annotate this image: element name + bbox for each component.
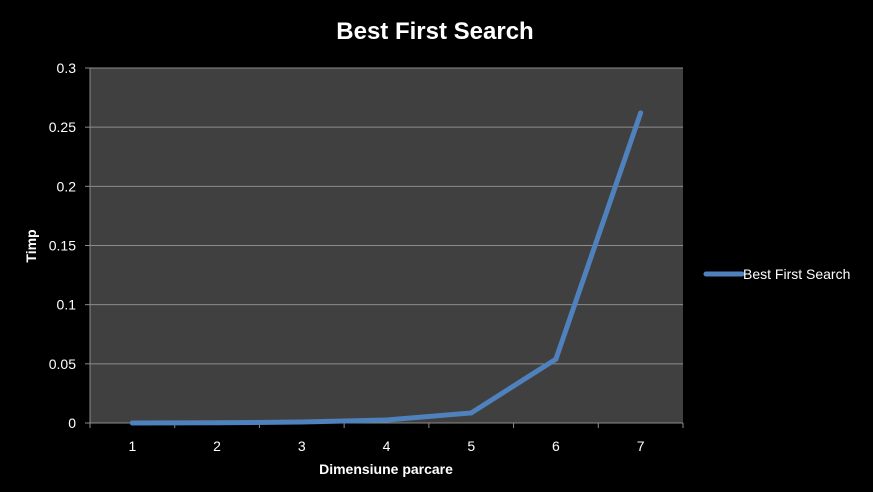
data-point <box>129 420 135 426</box>
y-tick-label: 0 <box>68 415 76 431</box>
data-point <box>299 419 305 425</box>
x-axis-ticks: 1 2 3 4 5 6 7 <box>89 423 684 454</box>
x-tick-label: 4 <box>383 438 391 454</box>
data-point <box>214 420 220 426</box>
x-tick-label: 2 <box>213 438 221 454</box>
x-tick-label: 3 <box>298 438 306 454</box>
y-tick-label: 0.05 <box>49 356 76 372</box>
chart-title: Best First Search <box>336 18 533 45</box>
x-tick-label: 5 <box>467 438 475 454</box>
legend-label-best-first-search: Best First Search <box>743 266 850 282</box>
x-tick-label: 6 <box>552 438 560 454</box>
data-point <box>468 410 474 416</box>
x-tick-label: 7 <box>637 438 645 454</box>
y-tick-label: 0.3 <box>57 60 77 76</box>
y-tick-label: 0.2 <box>57 178 77 194</box>
y-tick-label: 0.25 <box>49 119 76 135</box>
data-point <box>384 417 389 423</box>
y-axis-ticks: 0 0.05 0.1 0.15 0.2 0.25 0.3 <box>49 60 90 431</box>
series-lines <box>129 110 644 426</box>
data-point <box>553 356 559 362</box>
x-axis-title: Dimensiune parcare <box>319 461 453 477</box>
gridlines <box>90 67 683 365</box>
x-tick-label: 1 <box>128 438 136 454</box>
y-tick-label: 0.15 <box>49 238 76 254</box>
legend: Best First Search <box>703 266 850 282</box>
data-point <box>638 110 644 116</box>
y-axis-title: Timp <box>23 229 39 262</box>
y-tick-label: 0.1 <box>57 297 77 313</box>
